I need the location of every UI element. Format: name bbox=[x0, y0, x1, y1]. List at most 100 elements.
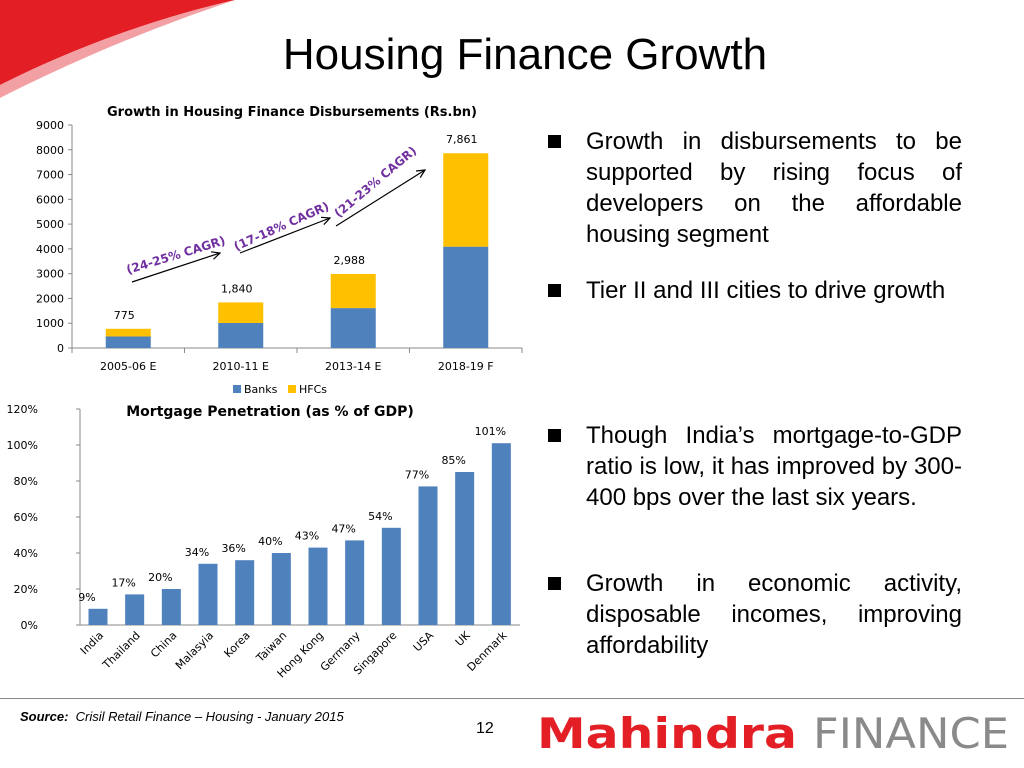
bar-value-label: 36% bbox=[221, 542, 245, 555]
bar-value-label: 47% bbox=[331, 522, 355, 535]
bar bbox=[418, 486, 438, 625]
bullet-text: Growth in disbursements to be supported … bbox=[586, 128, 962, 248]
brand-swoosh bbox=[0, 0, 235, 98]
bar-total-label: 2,988 bbox=[334, 254, 366, 267]
page-number: 12 bbox=[476, 720, 494, 737]
bar bbox=[345, 540, 365, 625]
bar-hfcs bbox=[330, 273, 376, 309]
mahindra-finance-logo: Mahindra FINANCE bbox=[537, 710, 1009, 756]
bar bbox=[455, 472, 475, 625]
source-label: Source: bbox=[20, 709, 69, 724]
x-tick-label: Malasyia bbox=[173, 629, 216, 672]
bar-total-label: 775 bbox=[114, 309, 135, 322]
bar-hfcs bbox=[443, 153, 489, 247]
bar-value-label: 17% bbox=[111, 576, 135, 589]
bullet-text: Though India’s mortgage-to-GDP ratio is … bbox=[586, 422, 962, 511]
legend-swatch bbox=[288, 385, 296, 393]
bullet-item: Though India’s mortgage-to-GDP ratio is … bbox=[548, 420, 962, 513]
cagr-arrowhead bbox=[415, 169, 427, 178]
y-tick-label: 20% bbox=[14, 583, 38, 596]
bar bbox=[308, 547, 328, 625]
x-tick-label: UK bbox=[453, 628, 474, 649]
y-tick-label: 120% bbox=[7, 403, 38, 416]
x-tick-label: Taiwan bbox=[253, 629, 289, 665]
bar bbox=[88, 608, 108, 625]
y-tick-label: 0 bbox=[57, 342, 64, 355]
bar-banks bbox=[218, 322, 264, 348]
bullet-square-icon bbox=[548, 577, 561, 590]
bullet-item: Growth in disbursements to be supported … bbox=[548, 126, 962, 250]
legend-label: Banks bbox=[244, 383, 278, 396]
cagr-arrowhead bbox=[320, 216, 332, 225]
bullet-text: Growth in economic activity, disposable … bbox=[586, 570, 962, 659]
svg-text:Mahindra: Mahindra bbox=[537, 710, 797, 756]
bar-value-label: 77% bbox=[405, 468, 429, 481]
bar-value-label: 43% bbox=[295, 530, 319, 543]
chart-title: Mortgage Penetration (as % of GDP) bbox=[126, 404, 414, 420]
bar-value-label: 85% bbox=[441, 454, 465, 467]
cagr-annotation: (17-18% CAGR) bbox=[232, 199, 332, 254]
footer-divider bbox=[0, 698, 1024, 699]
bar bbox=[235, 560, 255, 625]
x-tick-label: 2013-14 E bbox=[325, 360, 381, 373]
bar-hfcs bbox=[105, 328, 151, 337]
y-tick-label: 100% bbox=[7, 439, 38, 452]
bar-banks bbox=[330, 308, 376, 348]
y-tick-label: 9000 bbox=[36, 119, 64, 132]
cagr-arrowhead bbox=[210, 251, 222, 260]
y-tick-label: 80% bbox=[14, 475, 38, 488]
disbursements-chart: Growth in Housing Finance Disbursements … bbox=[36, 105, 523, 396]
x-tick-label: USA bbox=[411, 629, 437, 655]
x-tick-label: India bbox=[78, 629, 106, 657]
y-tick-label: 2000 bbox=[36, 292, 64, 305]
x-tick-label: 2018-19 F bbox=[438, 360, 494, 373]
bar-hfcs bbox=[218, 302, 264, 323]
bullet-square-icon bbox=[548, 429, 561, 442]
bar-total-label: 1,840 bbox=[221, 282, 253, 295]
y-tick-label: 3000 bbox=[36, 268, 64, 281]
bar-total-label: 7,861 bbox=[446, 133, 478, 146]
y-tick-label: 60% bbox=[14, 511, 38, 524]
legend-label: HFCs bbox=[299, 383, 327, 396]
y-tick-label: 7000 bbox=[36, 169, 64, 182]
y-tick-label: 4000 bbox=[36, 243, 64, 256]
bar-banks bbox=[443, 246, 489, 348]
x-tick-label: Thailand bbox=[99, 629, 142, 672]
x-tick-label: 2005-06 E bbox=[100, 360, 156, 373]
y-tick-label: 1000 bbox=[36, 317, 64, 330]
bullet-item: Tier II and III cities to drive growth bbox=[548, 275, 962, 306]
bar-value-label: 54% bbox=[368, 510, 392, 523]
bar bbox=[125, 594, 145, 625]
bar bbox=[198, 563, 218, 625]
bar bbox=[271, 553, 291, 625]
bar-value-label: 9% bbox=[78, 591, 95, 604]
bar bbox=[381, 527, 401, 625]
bar-value-label: 40% bbox=[258, 535, 282, 548]
charts-canvas: Growth in Housing Finance Disbursements … bbox=[7, 105, 523, 680]
bar-value-label: 20% bbox=[148, 571, 172, 584]
y-tick-label: 8000 bbox=[36, 144, 64, 157]
y-tick-label: 6000 bbox=[36, 193, 64, 206]
bar-banks bbox=[105, 336, 151, 348]
x-tick-label: 2010-11 E bbox=[213, 360, 269, 373]
bar-value-label: 101% bbox=[475, 425, 506, 438]
x-tick-label: Korea bbox=[222, 629, 253, 660]
bar bbox=[161, 589, 181, 625]
cagr-arrow bbox=[131, 252, 221, 283]
mortgage-penetration-chart: Mortgage Penetration (as % of GDP) 0% 20% 4… bbox=[7, 403, 520, 680]
legend-swatch bbox=[233, 385, 241, 393]
bullet-item: Growth in economic activity, disposable … bbox=[548, 568, 962, 661]
bar bbox=[491, 443, 511, 625]
x-tick-label: Denmark bbox=[465, 628, 510, 673]
source-text: Crisil Retail Finance – Housing - Januar… bbox=[75, 709, 344, 724]
bullet-text: Tier II and III cities to drive growth bbox=[586, 277, 946, 304]
y-tick-label: 0% bbox=[21, 619, 38, 632]
cagr-arrow bbox=[239, 217, 331, 254]
chart-title: Growth in Housing Finance Disbursements … bbox=[107, 105, 477, 120]
bar-value-label: 34% bbox=[185, 546, 209, 559]
x-tick-label: China bbox=[148, 629, 179, 660]
source-note: Source: Crisil Retail Finance – Housing … bbox=[20, 709, 344, 724]
bullet-square-icon bbox=[548, 135, 561, 148]
cagr-arrow bbox=[335, 169, 426, 227]
y-tick-label: 40% bbox=[14, 547, 38, 560]
